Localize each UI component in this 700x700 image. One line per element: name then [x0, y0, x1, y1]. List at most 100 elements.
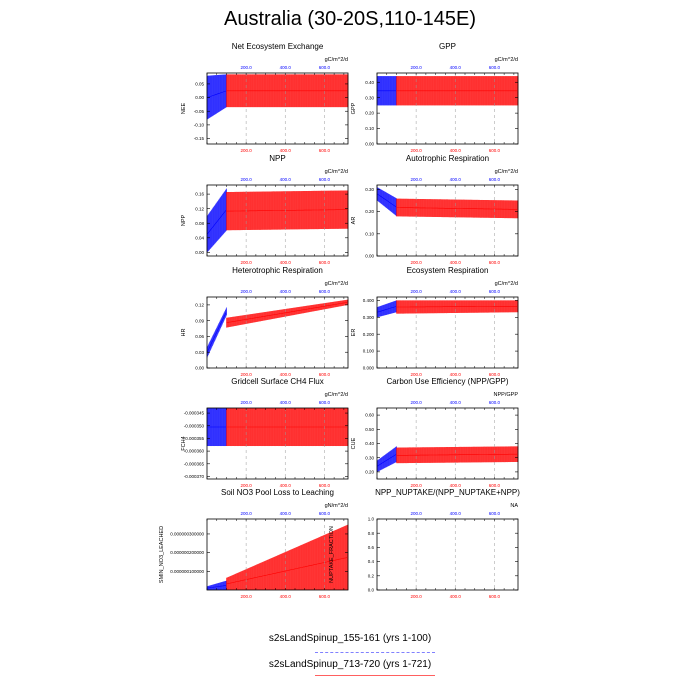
x-tick-label-top: 400.0: [450, 511, 462, 516]
x-tick-label-bottom: 400.0: [450, 148, 462, 153]
x-tick-label-bottom: 600.0: [319, 483, 331, 488]
series-case1: [376, 300, 397, 318]
y-tick-label: 0.000000300000: [170, 532, 204, 537]
panel-4: Autotrophic Respiration gC/m^2/d 200.0 400.…: [351, 154, 519, 265]
x-tick-label-bottom: 400.0: [450, 483, 462, 488]
y-tick-label: -0.000355: [184, 436, 205, 441]
panel-units: gN/m^2/d: [325, 503, 348, 509]
y-axis-label: SMIN_NO3_LEACHED: [159, 526, 165, 583]
x-tick-label-bottom: 600.0: [489, 483, 501, 488]
x-tick-label-top: 600.0: [319, 511, 331, 516]
x-tick-label-top: 600.0: [319, 289, 331, 294]
x-tick-label-top: 200.0: [240, 65, 252, 70]
series-line: [226, 302, 348, 323]
panel-title: Ecosystem Respiration: [407, 266, 489, 275]
y-tick-label: -0.000365: [184, 461, 205, 466]
x-tick-label-top: 400.0: [450, 289, 462, 294]
panel-title: Gridcell Surface CH4 Flux: [231, 377, 323, 386]
y-axis-label: NUPTAKE_FRACTION: [329, 526, 335, 583]
y-tick-label: -0.000370: [184, 474, 205, 479]
legend-swatch-case2: [315, 675, 435, 676]
x-tick-label-top: 200.0: [410, 289, 422, 294]
panel-title: Soil NO3 Pool Loss to Leaching: [221, 488, 334, 497]
y-axis-label: FCH4: [181, 436, 187, 450]
y-tick-label: -0.000350: [184, 423, 205, 428]
legend-entry-case1: s2sLandSpinup_155-161 (yrs 1-100): [268, 633, 432, 644]
x-tick-label-bottom: 200.0: [410, 594, 422, 599]
series-line: [226, 557, 348, 585]
y-tick-label: 0.12: [195, 206, 204, 211]
series-case1: [206, 188, 227, 253]
series-line: [396, 305, 517, 308]
y-tick-label: -0.10: [194, 122, 205, 127]
x-tick-label-top: 600.0: [489, 177, 501, 182]
x-tick-label-bottom: 200.0: [240, 483, 252, 488]
panel-9: Soil NO3 Pool Loss to Leaching gN/m^2/d 20…: [159, 488, 349, 599]
plot-frame: [376, 407, 519, 480]
y-tick-label: 0.4: [368, 559, 375, 564]
series-case1: [376, 76, 397, 106]
x-tick-label-top: 200.0: [410, 177, 422, 182]
x-tick-label-bottom: 200.0: [410, 148, 422, 153]
x-tick-label-top: 600.0: [489, 400, 501, 405]
series-line: [206, 312, 227, 353]
panel-units: gC/m^2/d: [325, 57, 348, 63]
series-case1: [206, 307, 227, 358]
series-line: [206, 210, 227, 235]
series-line: [377, 454, 397, 467]
series-case1: [206, 580, 227, 590]
x-tick-label-top: 200.0: [410, 511, 422, 516]
x-tick-label-top: 400.0: [280, 65, 292, 70]
y-tick-label: 0.20: [365, 209, 374, 214]
x-tick-label-bottom: 600.0: [489, 372, 501, 377]
series-case2: [396, 446, 519, 464]
y-tick-label: 0.0: [368, 588, 375, 593]
x-tick-label-top: 600.0: [319, 400, 331, 405]
panel-title: NPP: [269, 154, 285, 163]
x-tick-label-bottom: 200.0: [240, 372, 252, 377]
x-tick-label-top: 200.0: [240, 289, 252, 294]
x-tick-label-bottom: 600.0: [319, 260, 331, 265]
x-tick-label-bottom: 400.0: [450, 372, 462, 377]
series-case2: [396, 198, 519, 219]
plot-frame: [376, 296, 519, 369]
x-tick-label-top: 400.0: [450, 400, 462, 405]
y-tick-label: -0.000360: [184, 449, 205, 454]
panel-title: GPP: [439, 42, 456, 51]
y-tick-label: 0.16: [195, 192, 204, 197]
y-tick-label: 0.06: [195, 334, 204, 339]
plot-frame: [376, 518, 519, 591]
y-tick-label: 0.000000100000: [170, 569, 204, 574]
x-tick-label-bottom: 400.0: [280, 260, 292, 265]
y-tick-label: 0.60: [365, 413, 374, 418]
y-tick-label: 0.00: [195, 95, 204, 100]
x-tick-label-bottom: 400.0: [280, 594, 292, 599]
x-tick-label-top: 400.0: [450, 65, 462, 70]
panel-8: Carbon Use Efficiency (NPP/GPP) NPP/GPP 20…: [351, 377, 519, 488]
y-tick-label: 0.000: [363, 366, 375, 371]
panel-units: gC/m^2/d: [495, 57, 518, 63]
y-tick-label: 0.00: [195, 250, 204, 255]
x-tick-label-bottom: 400.0: [450, 260, 462, 265]
y-axis-label: NEE: [181, 103, 187, 115]
x-tick-label-top: 200.0: [240, 511, 252, 516]
x-tick-label-top: 200.0: [240, 400, 252, 405]
panel-title: Autotrophic Respiration: [406, 154, 489, 163]
y-tick-label: 0.12: [195, 302, 204, 307]
plot-frame: [376, 184, 519, 257]
y-tick-label: 0.200: [363, 332, 375, 337]
y-tick-label: 0.10: [365, 126, 374, 131]
x-tick-label-bottom: 600.0: [489, 594, 501, 599]
series-case1: [206, 408, 227, 447]
y-axis-label: HR: [181, 329, 187, 337]
y-tick-label: 0.2: [368, 573, 375, 578]
plot-frame: [206, 72, 349, 145]
series-case2: [396, 300, 519, 314]
series-case2: [226, 190, 349, 231]
panel-3: NPP gC/m^2/d 200.0 400.0 600.0 200.0 400.0 600.…: [181, 154, 349, 265]
y-tick-label: 0.40: [365, 441, 374, 446]
panel-units: NPP/GPP: [494, 392, 519, 398]
x-tick-label-bottom: 200.0: [240, 260, 252, 265]
x-tick-label-bottom: 200.0: [410, 260, 422, 265]
panel-units: NA: [510, 503, 518, 509]
